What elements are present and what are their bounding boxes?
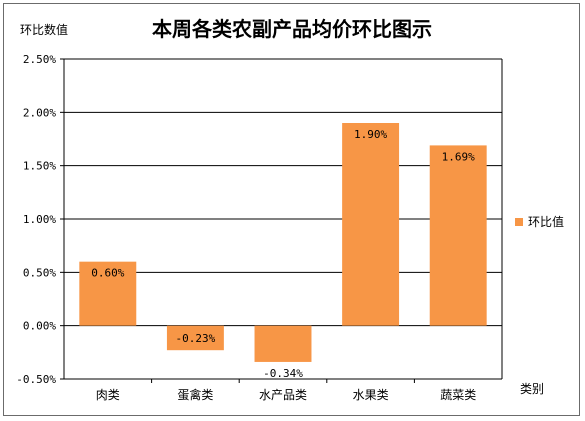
legend-swatch bbox=[515, 218, 523, 226]
category-labels: 肉类 蛋禽类 水产品类 水果类 蔬菜类 bbox=[96, 387, 476, 402]
legend-label: 环比值 bbox=[528, 214, 564, 229]
category-label: 蔬菜类 bbox=[440, 388, 476, 402]
x-axis-label: 类别 bbox=[520, 382, 544, 396]
y-tick-label: -0.50% bbox=[16, 373, 56, 386]
category-label: 水产品类 bbox=[259, 388, 307, 402]
axes bbox=[63, 59, 503, 383]
y-tick-label: 0.50% bbox=[23, 266, 56, 279]
data-label: 1.90% bbox=[354, 128, 387, 141]
bar-chart: 本周各类农副产品均价环比图示 环比数值 类别 2.50% 2.00% 1.50% 1.… bbox=[16, 17, 564, 402]
data-label: -0.34% bbox=[263, 367, 303, 380]
bar bbox=[166, 325, 224, 351]
data-label: 1.69% bbox=[442, 150, 475, 163]
data-label: -0.23% bbox=[176, 332, 216, 345]
category-label: 蛋禽类 bbox=[177, 387, 213, 402]
category-label: 肉类 bbox=[96, 388, 120, 402]
y-tick-label: 1.00% bbox=[23, 213, 56, 226]
bar bbox=[79, 261, 137, 326]
bar bbox=[429, 145, 487, 326]
data-labels: 0.60% -0.23% -0.34% 1.90% 1.69% bbox=[91, 128, 475, 380]
chart-title: 本周各类农副产品均价环比图示 bbox=[152, 17, 432, 41]
category-label: 水果类 bbox=[353, 388, 389, 402]
bar bbox=[342, 123, 400, 326]
chart-frame: 本周各类农副产品均价环比图示 环比数值 类别 2.50% 2.00% 1.50% 1.… bbox=[3, 3, 580, 416]
bars bbox=[79, 123, 487, 362]
data-label: 0.60% bbox=[91, 267, 124, 280]
y-tick-label: 2.00% bbox=[23, 106, 56, 119]
y-tick-label: 1.50% bbox=[23, 160, 56, 173]
y-tick-label: 0.00% bbox=[23, 320, 56, 333]
y-axis-label: 环比数值 bbox=[20, 22, 68, 37]
y-tick-label: 2.50% bbox=[23, 53, 56, 66]
y-tick-labels: 2.50% 2.00% 1.50% 1.00% 0.50% 0.00% -0.50% bbox=[16, 53, 56, 386]
legend: 环比值 bbox=[515, 214, 564, 229]
bar bbox=[254, 325, 312, 362]
